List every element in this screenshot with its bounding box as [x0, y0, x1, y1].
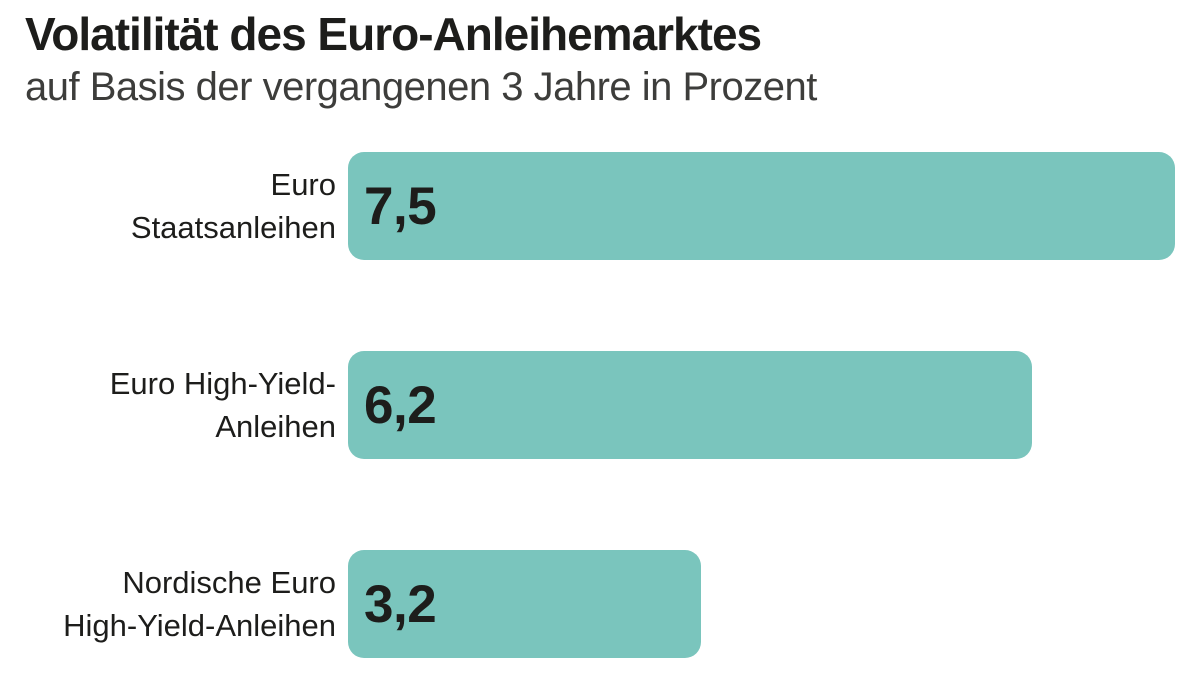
bar-row: Nordische Euro High-Yield-Anleihen 3,2 — [0, 550, 1200, 658]
chart-subtitle: auf Basis der vergangenen 3 Jahre in Pro… — [25, 65, 817, 109]
bar: 6,2 — [348, 351, 1032, 459]
value-label: 7,5 — [364, 176, 437, 236]
bar-chart: Euro Staatsanleihen 7,5 Euro High-Yield-… — [0, 152, 1200, 658]
bar: 3,2 — [348, 550, 701, 658]
value-label: 6,2 — [364, 375, 437, 435]
bar: 7,5 — [348, 152, 1175, 260]
category-label: Euro High-Yield- Anleihen — [109, 366, 336, 444]
chart-title: Volatilität des Euro-Anleihemarktes — [25, 8, 762, 60]
bar-row: Euro High-Yield- Anleihen 6,2 — [0, 351, 1200, 459]
chart-header: Volatilität des Euro-Anleihemarktes auf … — [0, 0, 1200, 110]
category-label: Euro Staatsanleihen — [130, 167, 336, 245]
category-label: Nordische Euro High-Yield-Anleihen — [63, 565, 336, 643]
value-label: 3,2 — [364, 574, 437, 634]
bar-row: Euro Staatsanleihen 7,5 — [0, 152, 1200, 260]
